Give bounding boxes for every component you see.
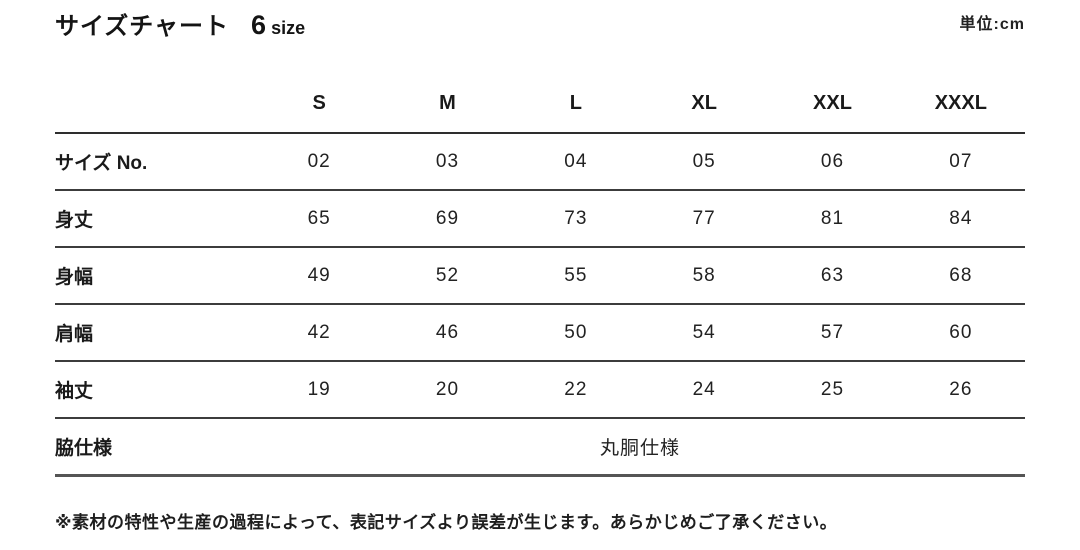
table-cell: 22: [564, 378, 588, 400]
table-cell: 26: [949, 378, 973, 400]
table-cell: 04: [564, 150, 588, 172]
table-cell: 52: [435, 264, 460, 286]
unit-label: 単位:cm: [959, 16, 1025, 33]
corner-cell: [55, 74, 255, 133]
row-label: 袖丈: [55, 381, 94, 402]
table-cell: 25: [820, 378, 845, 400]
table-cell: 03: [435, 150, 460, 172]
table-cell: 50: [564, 321, 588, 343]
table-cell: 42: [307, 321, 331, 343]
table-cell: 84: [949, 207, 973, 229]
table-row: 身幅 49 52 55 58 63 68: [55, 247, 1025, 304]
table-cell: 77: [692, 207, 716, 229]
table-cell: 58: [692, 264, 716, 286]
table-row: 肩幅 42 46 50 54 57 60: [55, 304, 1025, 361]
table-row: 袖丈 19 20 22 24 25 26: [55, 361, 1025, 418]
table-cell: 73: [564, 207, 588, 229]
merged-cell: 丸胴仕様: [599, 437, 680, 459]
table-cell: 49: [307, 264, 331, 286]
table-row-merged: 脇仕様 丸胴仕様: [55, 418, 1025, 475]
table-cell: 20: [435, 378, 460, 400]
table-cell: 19: [307, 378, 331, 400]
size-table: S M L XL XXL XXXL サイズ No. 02 03 04 05 06 07 身丈 65 69 73…: [55, 74, 1025, 477]
size-table-header-row: S M L XL XXL XXXL: [55, 74, 1025, 133]
column-header-xxxl: XXXL: [934, 91, 987, 114]
title-group: サイズチャート 6 size: [55, 6, 305, 41]
table-cell: 05: [692, 150, 716, 172]
table-row: サイズ No. 02 03 04 05 06 07: [55, 133, 1025, 190]
column-header-xxl: XXL: [813, 91, 852, 114]
column-header-xl: XL: [691, 91, 717, 114]
table-cell: 60: [949, 321, 973, 343]
column-header-s: S: [312, 91, 326, 114]
header-bar: サイズチャート 6 size 単位:cm: [55, 6, 1025, 41]
column-header-m: M: [439, 91, 456, 114]
row-label: サイズ No.: [55, 153, 148, 174]
table-cell: 57: [820, 321, 845, 343]
table-cell: 68: [949, 264, 973, 286]
table-cell: 06: [820, 150, 845, 172]
table-cell: 81: [820, 207, 845, 229]
row-label: 身丈: [55, 210, 94, 231]
size-table-body: サイズ No. 02 03 04 05 06 07 身丈 65 69 73 77 81 84 身幅 49 52 5…: [55, 133, 1025, 475]
table-cell: 46: [435, 321, 460, 343]
row-label: 肩幅: [55, 324, 94, 345]
footnote: ※素材の特性や生産の過程によって、表記サイズより誤差が生じます。あらかじめご了承…: [55, 512, 838, 532]
page-title: サイズチャート: [55, 13, 230, 40]
table-cell: 24: [692, 378, 716, 400]
table-cell: 02: [307, 150, 331, 172]
table-cell: 69: [435, 207, 460, 229]
size-count: 6: [251, 10, 267, 40]
row-label: 脇仕様: [55, 437, 113, 459]
table-cell: 07: [949, 150, 973, 172]
table-cell: 54: [692, 321, 716, 343]
row-label: 身幅: [55, 267, 94, 288]
column-header-l: L: [569, 91, 582, 114]
table-cell: 63: [820, 264, 845, 286]
table-cell: 65: [307, 207, 331, 229]
size-word: size: [271, 18, 306, 38]
table-row: 身丈 65 69 73 77 81 84: [55, 190, 1025, 247]
table-cell: 55: [564, 264, 588, 286]
